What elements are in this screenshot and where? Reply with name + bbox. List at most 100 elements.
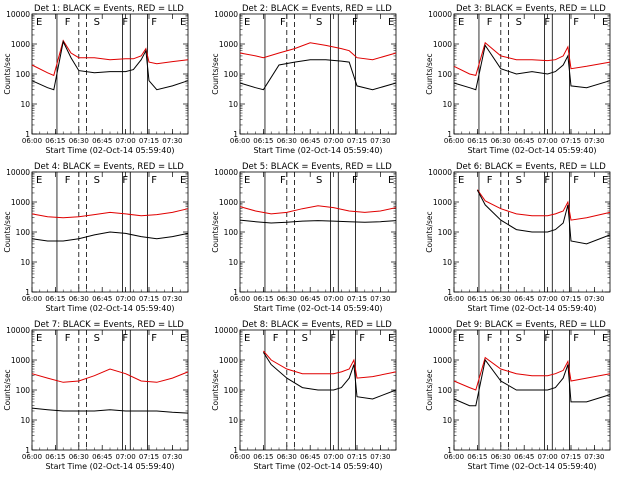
y-tick-label: 1	[25, 446, 30, 455]
flag-label: E	[244, 17, 250, 28]
x-tick-label: 06:45	[300, 453, 320, 461]
y-tick-label: 10000	[214, 168, 238, 177]
x-tick-label: 06:45	[514, 137, 534, 145]
y-tick-label: 10	[228, 258, 238, 267]
y-tick-label: 1000	[11, 356, 30, 365]
flag-label: F	[573, 333, 579, 344]
y-tick-label: 10	[20, 416, 30, 425]
x-tick-label: 06:00	[230, 295, 250, 303]
flag-label: F	[280, 175, 286, 186]
x-tick-label: 07:00	[324, 453, 344, 461]
x-tick-label: 06:45	[514, 453, 534, 461]
x-tick-label: 07:15	[139, 453, 159, 461]
flag-label: S	[94, 175, 100, 186]
x-tick-label: 07:15	[347, 453, 367, 461]
series-line-events	[476, 189, 611, 245]
x-tick-label: 06:30	[69, 295, 89, 303]
chart-panel: Det 9: BLACK = Events, RED = LLD E F S F F E 1 1…	[425, 320, 611, 471]
y-tick-label: 1000	[219, 40, 238, 49]
y-tick-label: 10	[442, 258, 452, 267]
flag-label: F	[487, 175, 493, 186]
x-tick-label: 06:15	[253, 295, 273, 303]
chart-panel: Det 2: BLACK = Events, RED = LLD E F S F E 1 10…	[211, 4, 397, 155]
y-tick-label: 1000	[433, 356, 452, 365]
y-axis-label: Counts/sec	[211, 53, 220, 94]
flag-label: E	[180, 333, 186, 344]
x-tick-label: 07:00	[116, 453, 136, 461]
flag-label: E	[458, 175, 464, 186]
y-axis-label: Counts/sec	[3, 369, 12, 410]
x-tick-label: 06:15	[45, 137, 65, 145]
series-line-events	[262, 352, 397, 400]
x-tick-label: 06:30	[69, 137, 89, 145]
x-tick-label: 06:00	[444, 295, 464, 303]
series-line-lld	[31, 208, 189, 219]
flag-label: S	[516, 17, 522, 28]
flag-label: F	[65, 333, 71, 344]
y-tick-label: 10000	[6, 326, 30, 335]
flag-label: E	[244, 175, 250, 186]
x-tick-label: 06:30	[277, 137, 297, 145]
y-tick-label: 100	[438, 386, 453, 395]
x-tick-label: 06:30	[277, 453, 297, 461]
x-tick-label: 06:30	[69, 453, 89, 461]
x-tick-label: 06:45	[300, 137, 320, 145]
flag-label: F	[352, 175, 358, 186]
x-tick-label: 07:00	[324, 295, 344, 303]
x-tick-label: 06:45	[92, 453, 112, 461]
x-tick-label: 06:00	[444, 453, 464, 461]
flag-label: F	[122, 17, 128, 28]
y-tick-label: 1	[233, 130, 238, 139]
y-axis-label: Counts/sec	[211, 211, 220, 252]
series-line-events	[453, 44, 611, 91]
plot-frame	[453, 13, 611, 135]
y-tick-label: 1	[25, 288, 30, 297]
x-tick-label: 07:30	[162, 137, 182, 145]
series-line-events	[453, 358, 611, 407]
flag-label: E	[36, 17, 42, 28]
flag-label: S	[316, 175, 322, 186]
y-tick-label: 1000	[11, 40, 30, 49]
series-line-events	[239, 59, 397, 91]
x-axis-label: Start Time (02-Oct-14 05:59:40)	[467, 146, 596, 155]
series-line-lld	[263, 350, 397, 379]
flag-label: E	[244, 333, 250, 344]
x-tick-label: 07:30	[162, 295, 182, 303]
y-tick-label: 10	[20, 258, 30, 267]
x-tick-label: 06:15	[45, 453, 65, 461]
y-tick-label: 1	[233, 446, 238, 455]
x-axis-label: Start Time (02-Oct-14 05:59:40)	[253, 304, 382, 313]
flag-label: F	[359, 333, 365, 344]
series-line-events	[31, 40, 189, 91]
y-tick-label: 10000	[428, 326, 452, 335]
y-tick-label: 10000	[428, 10, 452, 19]
y-tick-label: 1	[447, 130, 452, 139]
y-tick-label: 100	[224, 386, 239, 395]
y-tick-label: 100	[438, 70, 453, 79]
flag-label: E	[36, 333, 42, 344]
x-axis-label: Start Time (02-Oct-14 05:59:40)	[253, 462, 382, 471]
chart-title: Det 2: BLACK = Events, RED = LLD	[242, 4, 392, 14]
x-tick-label: 06:00	[444, 137, 464, 145]
flag-label: E	[388, 333, 394, 344]
x-tick-label: 07:00	[538, 295, 558, 303]
y-tick-label: 10	[228, 416, 238, 425]
y-tick-label: 1000	[219, 198, 238, 207]
x-tick-label: 07:00	[324, 137, 344, 145]
x-tick-label: 07:00	[538, 137, 558, 145]
x-tick-label: 06:15	[467, 295, 487, 303]
y-tick-label: 100	[224, 228, 239, 237]
x-tick-label: 06:30	[491, 137, 511, 145]
flag-label: E	[180, 175, 186, 186]
x-axis-label: Start Time (02-Oct-14 05:59:40)	[253, 146, 382, 155]
flag-label: F	[544, 175, 550, 186]
flag-label: F	[122, 333, 128, 344]
chart-title: Det 6: BLACK = Events, RED = LLD	[456, 162, 606, 172]
chart-panel: Det 7: BLACK = Events, RED = LLD E F S F F E 1 1…	[3, 320, 189, 471]
flag-label: F	[544, 333, 550, 344]
y-tick-label: 100	[16, 70, 31, 79]
x-tick-label: 07:15	[561, 137, 581, 145]
flag-label: E	[388, 175, 394, 186]
x-tick-label: 06:00	[230, 453, 250, 461]
